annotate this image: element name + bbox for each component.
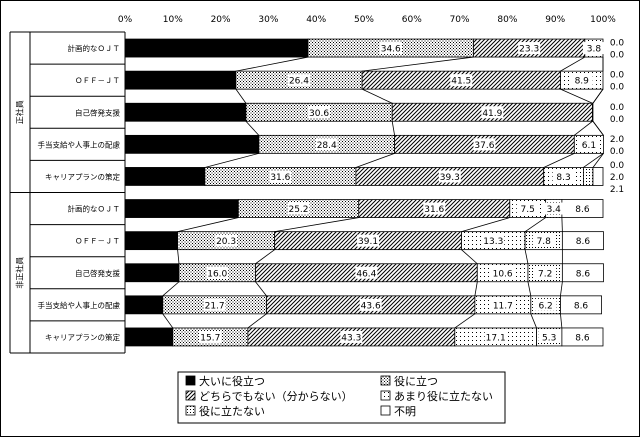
outside-label: 0.0 [610, 103, 625, 113]
x-tick-label: 60% [402, 15, 422, 25]
x-tick-label: 10% [163, 15, 183, 25]
x-tick-label: 20% [211, 15, 231, 25]
category-label: 自己啓発支援 [75, 268, 120, 278]
data-label: 37.6 [474, 141, 494, 151]
data-label: 3.8 [587, 45, 602, 55]
group-label: 非正社員 [15, 257, 25, 289]
data-label: 28.4 [317, 141, 337, 151]
category-label: キャリアプランの策定 [45, 332, 120, 342]
legend-label: 不明 [394, 405, 416, 418]
data-label: 38.3 [207, 45, 227, 55]
data-label: 7.5 [521, 205, 535, 215]
legend-swatch [381, 406, 390, 415]
data-label: 3.4 [547, 205, 562, 215]
data-label: 39.1 [358, 237, 378, 247]
data-label: 16.7 [155, 173, 175, 183]
legend-swatch [381, 391, 390, 400]
data-label: 46.4 [356, 269, 376, 279]
data-label: 41.9 [482, 109, 502, 119]
data-label: 13.3 [483, 237, 503, 247]
data-label: 23.7 [172, 205, 192, 215]
data-label: 5.3 [542, 333, 556, 343]
data-label: 34.6 [381, 45, 401, 55]
legend-swatch [381, 376, 390, 385]
legend-label: あまり役に立たない [394, 389, 493, 403]
legend-swatch [186, 391, 195, 400]
outside-label: 0.0 [610, 147, 625, 157]
bar-segment [583, 167, 593, 185]
outside-label: 0.0 [610, 39, 625, 49]
x-tick-label: 90% [545, 15, 565, 25]
data-label: 21.7 [205, 301, 225, 311]
data-label: 8.6 [575, 333, 590, 343]
bar-segment [593, 167, 603, 185]
data-label: 8.6 [576, 237, 591, 247]
legend-label: 役に立たない [199, 404, 265, 418]
category-label: ＯＦＦ－ＪＴ [75, 76, 120, 85]
data-label: 39.3 [440, 173, 460, 183]
legend-label: 役に立つ [394, 374, 438, 388]
data-label: 23.2 [170, 77, 190, 87]
outside-label: 2.0 [610, 173, 625, 183]
data-label: 6.2 [538, 301, 552, 311]
data-label: 31.6 [270, 173, 290, 183]
data-label: 11.3 [142, 269, 162, 279]
data-label: 11.0 [141, 237, 161, 247]
outside-label: 0.0 [610, 51, 625, 61]
x-tick-label: 0% [118, 15, 133, 25]
x-tick-label: 80% [497, 15, 517, 25]
data-label: 23.3 [519, 45, 539, 55]
category-label: 自己啓発支援 [75, 107, 120, 117]
data-label: 8.3 [556, 173, 570, 183]
legend-label: どちらでもない（分からない） [199, 390, 353, 403]
data-label: 7.9 [137, 301, 152, 311]
data-label: 8.9 [575, 77, 590, 87]
data-label: 41.5 [451, 77, 471, 87]
x-tick-label: 50% [354, 15, 374, 25]
outside-label: 0.0 [610, 71, 625, 81]
category-label: キャリアプランの策定 [45, 171, 120, 181]
legend-swatch [186, 406, 195, 415]
data-label: 11.7 [493, 301, 513, 311]
data-label: 15.7 [200, 333, 220, 343]
outside-label: 0.0 [610, 161, 625, 171]
data-label: 8.6 [576, 269, 591, 279]
category-label: ＯＦＦ－ＪＴ [75, 237, 120, 246]
x-tick-label: 40% [306, 15, 326, 25]
outside-label: 2.1 [610, 185, 624, 195]
data-label: 16.0 [207, 269, 227, 279]
data-label: 43.6 [361, 301, 381, 311]
data-label: 7.8 [537, 237, 552, 247]
outside-label: 2.0 [610, 135, 625, 145]
legend-swatch [186, 376, 195, 385]
group-label: 正社員 [15, 100, 25, 124]
outside-label: 0.0 [610, 83, 625, 93]
data-label: 10.0 [139, 333, 159, 343]
data-label: 30.6 [309, 109, 329, 119]
data-label: 43.3 [341, 333, 361, 343]
category-label: 手当支給や人事上の配慮 [38, 300, 121, 310]
category-label: 計画的なＯＪＴ [68, 43, 121, 53]
data-label: 31.6 [424, 205, 444, 215]
data-label: 6.1 [582, 141, 596, 151]
data-label: 25.2 [288, 205, 308, 215]
data-label: 7.2 [538, 269, 552, 279]
data-label: 28.0 [182, 141, 202, 151]
data-label: 8.6 [574, 301, 589, 311]
category-label: 手当支給や人事上の配慮 [38, 139, 121, 149]
x-tick-label: 30% [258, 15, 278, 25]
data-label: 10.6 [493, 269, 513, 279]
x-tick-label: 100% [590, 15, 616, 25]
data-label: 25.3 [175, 109, 195, 119]
data-label: 8.6 [575, 205, 590, 215]
outside-label: 0.0 [610, 115, 625, 125]
data-label: 17.1 [486, 333, 506, 343]
x-tick-label: 70% [450, 15, 470, 25]
category-label: 計画的なＯＪＴ [68, 204, 121, 214]
data-label: 20.3 [216, 237, 236, 247]
data-label: 26.4 [289, 77, 309, 87]
legend-label: 大いに役立つ [199, 374, 265, 388]
